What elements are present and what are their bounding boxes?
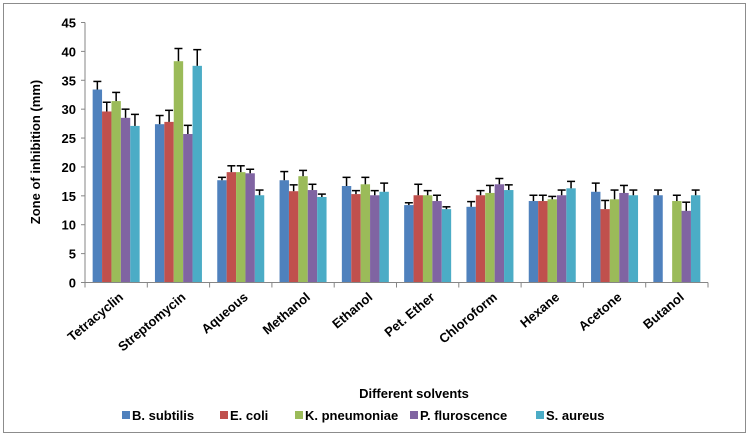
bar (475, 195, 486, 283)
bar (183, 134, 193, 283)
bar (566, 188, 576, 283)
bar (690, 195, 701, 283)
y-axis-title: Zone of inhibition (mm) (28, 80, 43, 224)
bar (556, 195, 567, 283)
x-tick-label: Hexane (517, 289, 562, 330)
bar (547, 199, 557, 283)
bar (154, 124, 165, 283)
bar (370, 195, 380, 283)
bar (441, 209, 452, 283)
y-tick-label: 15 (62, 189, 76, 204)
bar (360, 184, 371, 283)
bar (111, 101, 121, 283)
bar (628, 195, 639, 283)
legend-swatch (220, 411, 228, 419)
legend-label: P. fluroscence (420, 408, 507, 423)
bar (254, 195, 265, 283)
bar (466, 206, 476, 283)
bar (92, 89, 103, 283)
y-tick-label: 20 (62, 160, 76, 175)
x-tick-label: Tetracyclin (65, 289, 127, 344)
x-tick-label: Acetone (576, 289, 625, 333)
bar (600, 209, 610, 283)
legend-label: E. coli (230, 408, 268, 423)
bar (672, 201, 682, 283)
bar (485, 192, 495, 283)
y-tick-label: 10 (62, 218, 76, 233)
legend-swatch (536, 411, 544, 419)
bar (245, 173, 255, 283)
legend-swatch (122, 411, 130, 419)
bar (120, 117, 131, 283)
bar (164, 121, 174, 283)
bar (432, 201, 442, 283)
legend-swatch (295, 411, 303, 419)
y-tick-label: 5 (69, 247, 76, 262)
bar (173, 61, 184, 283)
y-tick-label: 40 (62, 44, 76, 59)
bar (619, 192, 629, 283)
legend: B. subtilis E. coli K. pneumoniae P. fluros… (122, 408, 605, 423)
y-tick-label: 0 (69, 276, 76, 291)
y-tick-label: 30 (62, 102, 76, 117)
x-tick-label: Aqueous (198, 289, 250, 336)
x-tick-label: Chloroform (436, 289, 500, 346)
x-tick-label: Pet. Ether (381, 289, 437, 339)
bars-layer (92, 61, 701, 283)
legend-label: K. pneumoniae (305, 408, 398, 423)
legend-label: B. subtilis (132, 408, 194, 423)
x-tick-label: Butanol (640, 289, 687, 332)
bar (236, 172, 246, 283)
bar (307, 190, 318, 283)
bar (298, 176, 308, 283)
bar (591, 191, 601, 283)
bar (494, 184, 505, 283)
bar (609, 199, 620, 283)
legend-item: P. fluroscence (410, 408, 507, 423)
bar (538, 201, 548, 283)
x-tick-label: Ethanol (329, 289, 375, 331)
bar (192, 65, 202, 283)
y-tick-label: 25 (62, 131, 76, 146)
bar (288, 191, 299, 283)
bar (351, 194, 361, 283)
legend-item: E. coli (220, 408, 268, 423)
bar (653, 195, 663, 283)
bar (379, 191, 389, 283)
bar (681, 210, 691, 283)
bar (130, 125, 140, 283)
y-tick-label: 45 (62, 16, 76, 31)
bar (404, 205, 414, 283)
legend-item: S. aureus (536, 408, 605, 423)
legend-swatch (410, 411, 418, 419)
y-ticks: 0 5 10 15 20 25 30 35 40 45 (62, 16, 85, 291)
bar (102, 111, 112, 283)
bar (504, 190, 514, 283)
bar (528, 201, 539, 283)
bar (226, 172, 237, 283)
legend-item: B. subtilis (122, 408, 194, 423)
legend-item: K. pneumoniae (295, 408, 398, 423)
bar (413, 195, 423, 283)
bar (217, 180, 227, 283)
bar (341, 186, 352, 283)
y-tick-label: 35 (62, 73, 76, 88)
bar (279, 180, 289, 283)
bar (422, 195, 433, 283)
x-axis-title: Different solvents (359, 386, 469, 401)
x-tick-label: Methanol (260, 289, 313, 337)
bar (317, 196, 327, 283)
legend-label: S. aureus (546, 408, 605, 423)
x-tick-label: Streptomycin (115, 289, 188, 354)
error-bars-layer (93, 47, 700, 211)
